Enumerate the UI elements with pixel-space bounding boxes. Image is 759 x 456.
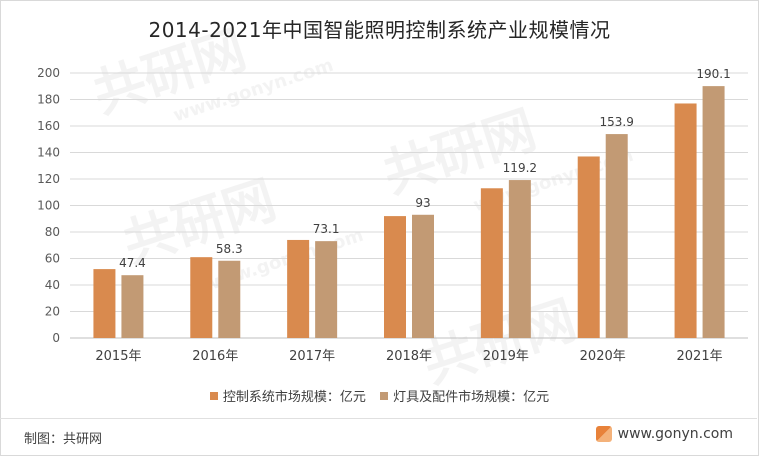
y-tick-label: 140 <box>37 146 60 160</box>
legend-swatch-series1 <box>209 391 218 400</box>
bar-series2 <box>315 241 338 338</box>
x-tick-label: 2017年 <box>289 349 335 364</box>
y-tick-label: 20 <box>45 305 60 319</box>
bar-series1 <box>674 103 697 338</box>
y-tick-label: 160 <box>37 119 60 133</box>
y-tick-label: 180 <box>37 93 60 107</box>
y-tick-label: 200 <box>37 66 60 80</box>
y-tick-label: 40 <box>45 278 60 292</box>
bar-data-label: 153.9 <box>600 115 634 129</box>
footer-source: 制图：共研网 <box>24 432 103 447</box>
y-tick-label: 100 <box>37 199 60 213</box>
x-tick-label: 2015年 <box>95 349 141 364</box>
bar-series1 <box>480 188 503 338</box>
gonyn-logo-icon <box>595 426 612 442</box>
legend-swatch-series2 <box>380 391 389 400</box>
bar-data-label: 73.1 <box>313 222 340 236</box>
chart-title: 2014-2021年中国智能照明控制系统产业规模情况 <box>148 18 611 42</box>
bar-series2 <box>508 180 531 338</box>
bar-series2 <box>702 86 725 339</box>
bar-data-label: 47.4 <box>119 256 146 270</box>
bar-data-label: 119.2 <box>503 161 537 175</box>
bar-data-label: 93 <box>415 196 430 210</box>
y-tick-label: 120 <box>37 172 60 186</box>
y-tick-label: 0 <box>52 331 60 345</box>
footer-divider <box>0 418 757 419</box>
x-tick-label: 2018年 <box>386 349 432 364</box>
legend-label-series1: 控制系统市场规模：亿元 <box>222 390 366 405</box>
bar-series1 <box>287 239 310 338</box>
chart-legend: 控制系统市场规模：亿元 灯具及配件市场规模：亿元 <box>0 386 759 405</box>
bar-data-label: 58.3 <box>216 242 243 256</box>
x-tick-label: 2016年 <box>192 349 238 364</box>
bar-data-label: 190.1 <box>696 67 730 81</box>
legend-label-series2: 灯具及配件市场规模：亿元 <box>393 390 550 405</box>
x-tick-label: 2021年 <box>677 349 723 364</box>
y-tick-label: 60 <box>45 252 60 266</box>
bar-series1 <box>93 269 116 338</box>
bar-series1 <box>384 216 406 338</box>
x-tick-label: 2019年 <box>483 349 529 364</box>
bar-series2 <box>218 260 241 338</box>
bar-series2 <box>121 275 144 338</box>
footer-website: www.gonyn.com <box>617 426 733 442</box>
legend-item-series2: 灯具及配件市场规模：亿元 <box>380 386 549 405</box>
bar-series1 <box>577 156 600 338</box>
legend-item-series1: 控制系统市场规模：亿元 <box>209 386 366 405</box>
y-tick-label: 80 <box>45 225 60 239</box>
bar-series2 <box>412 214 434 338</box>
bar-series2 <box>605 134 628 338</box>
x-tick-label: 2020年 <box>580 349 626 364</box>
bar-series1 <box>190 257 213 338</box>
footer-brand: www.gonyn.com <box>595 426 733 442</box>
